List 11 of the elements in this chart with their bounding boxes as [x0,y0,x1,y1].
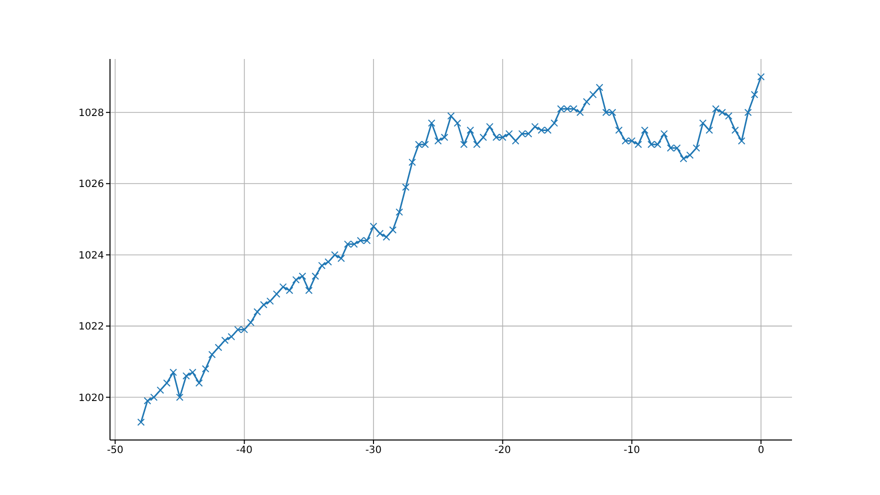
x-tick-label: -50 [106,445,124,456]
x-tick-label: -40 [236,445,253,456]
y-tick-label: 1028 [78,108,104,119]
y-tick-label: 1024 [78,250,104,262]
y-tick-label: 1026 [78,179,104,190]
y-tick-label: 1020 [78,392,104,404]
x-tick-label: -10 [624,445,640,456]
x-tick-label: 0 [758,445,764,456]
x-tick-label: -30 [365,445,382,456]
x-tick-label: -20 [494,445,511,456]
y-tick-label: 1022 [78,322,104,333]
